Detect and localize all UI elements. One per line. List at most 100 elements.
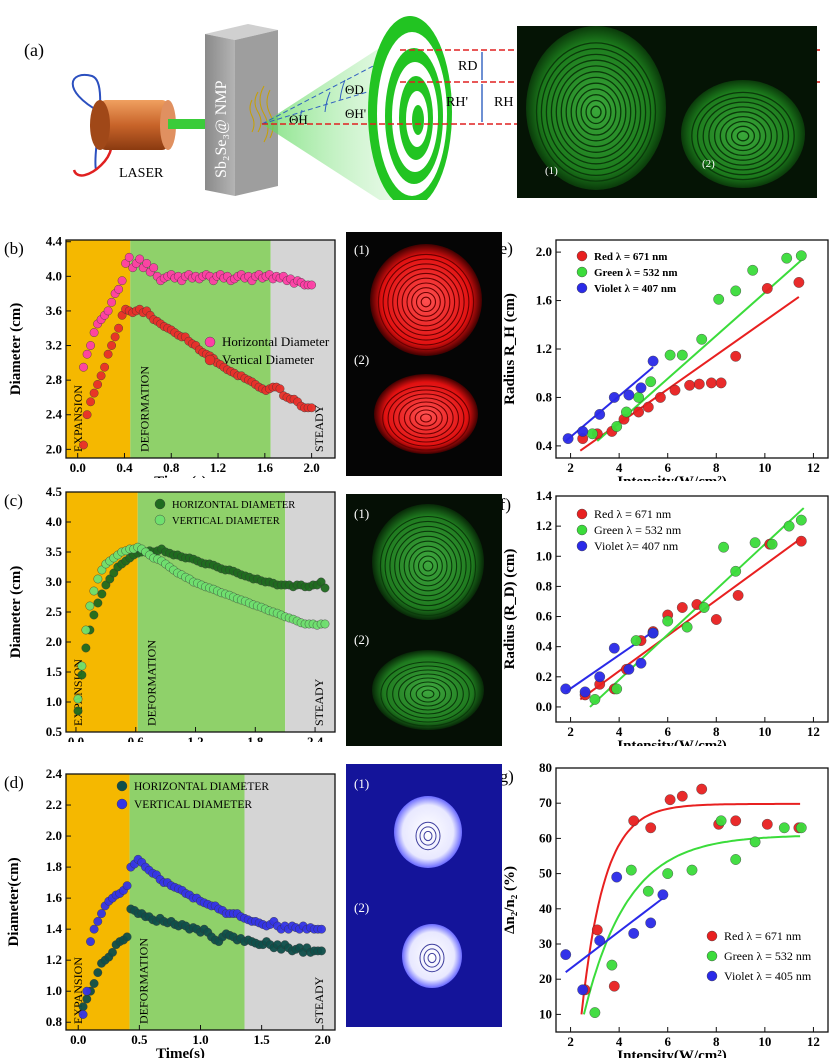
region-expansion — [66, 492, 138, 732]
y-axis-label: Diameter (cm) — [8, 566, 24, 659]
data-point — [676, 349, 688, 361]
x-tick-label: 0.0 — [70, 1032, 86, 1047]
y-tick-label: 1.8 — [46, 859, 63, 874]
fit-curve — [582, 835, 801, 1015]
region-label-deformation: DEFORMATION — [145, 640, 159, 726]
data-point — [560, 683, 572, 695]
data-point — [82, 410, 92, 420]
ring-line — [702, 101, 784, 171]
ring-line — [413, 550, 443, 582]
data-point — [577, 425, 589, 437]
ring-line — [719, 115, 767, 157]
y-tick-label: 0.8 — [536, 389, 553, 404]
x-tick-label: 1.2 — [187, 734, 203, 742]
photo-label-2: (2) — [702, 158, 715, 170]
data-point — [579, 686, 591, 698]
data-point — [117, 276, 127, 286]
y-tick-label: 1.6 — [536, 293, 553, 308]
data-point — [608, 391, 620, 403]
ring-line — [585, 99, 607, 125]
x-tick-label: 6 — [664, 724, 671, 739]
data-point — [110, 332, 120, 342]
plot-frame — [555, 495, 829, 723]
data-point — [560, 949, 572, 961]
x-tick-label: 8 — [713, 724, 720, 739]
data-point — [93, 916, 103, 926]
ring-line — [384, 520, 472, 612]
data-point — [662, 868, 674, 880]
data-point — [654, 391, 666, 403]
data-point — [747, 264, 759, 276]
y-tick-label: 2.0 — [46, 828, 62, 843]
x-tick-label: 2 — [567, 1034, 574, 1049]
data-point — [591, 924, 603, 936]
y-tick-label: 0.4 — [536, 438, 553, 453]
data-point — [81, 643, 91, 653]
data-point — [625, 864, 637, 876]
data-point — [664, 349, 676, 361]
panel-label-f: (f) — [502, 495, 511, 514]
data-point — [795, 514, 807, 526]
ring-line — [420, 296, 432, 308]
y-tick-label: 3.5 — [46, 544, 63, 559]
y-tick-label: 1.2 — [46, 952, 62, 967]
x-tick-label: 2.0 — [303, 460, 319, 475]
data-point — [79, 440, 88, 450]
data-point — [730, 285, 742, 297]
y-tick-label: 2.5 — [46, 604, 63, 619]
data-point — [77, 661, 87, 671]
cuvette-label: Sb₂Se₃@ NMP — [213, 80, 230, 178]
data-point — [645, 376, 657, 388]
ring-pattern — [368, 16, 452, 200]
data-point — [657, 889, 669, 901]
x-tick-label: 1.0 — [192, 1032, 208, 1047]
ring-line — [696, 96, 790, 176]
x-tick-label: 12 — [807, 724, 820, 739]
legend-label: Red λ = 671 nm — [594, 507, 672, 521]
data-point — [783, 520, 795, 532]
data-point — [73, 694, 83, 704]
y-tick-label: 1.0 — [46, 694, 62, 709]
y-tick-label: 2.8 — [46, 372, 63, 387]
panel-label-c: (c) — [4, 491, 23, 510]
x-tick-label: 2 — [567, 460, 574, 475]
data-point — [78, 1010, 88, 1019]
panel-label-a: (a) — [24, 40, 44, 61]
theta-d-label: ΘD — [345, 82, 364, 97]
ring-line — [408, 545, 448, 587]
region-label-steady: STEADY — [312, 678, 326, 726]
data-point — [761, 283, 773, 294]
data-point — [662, 615, 674, 627]
x-tick-label: 1.8 — [247, 734, 264, 742]
ring-line — [409, 405, 443, 431]
legend-label: VERTICAL DIAMETER — [134, 799, 252, 811]
y-tick-label: 0.2 — [536, 669, 552, 684]
green-ring-spot-2 — [681, 80, 805, 188]
ring-line — [417, 555, 439, 577]
ring-line — [421, 689, 435, 699]
x-tick-label: 10 — [758, 460, 771, 475]
legend-marker — [576, 508, 588, 520]
data-point — [93, 380, 103, 389]
y-tick-label: 4.4 — [46, 234, 63, 249]
region-deformation — [129, 774, 245, 1030]
data-point — [73, 706, 83, 716]
x-tick-label: 2.4 — [307, 734, 324, 742]
data-point — [781, 252, 793, 264]
x-tick-label: 1.6 — [257, 460, 274, 475]
data-point — [749, 537, 761, 549]
data-point — [317, 924, 326, 934]
ring-line — [419, 943, 445, 973]
data-point — [562, 433, 574, 445]
ring-line — [545, 53, 647, 171]
data-point — [630, 635, 642, 647]
data-point — [647, 627, 659, 639]
data-point — [577, 984, 589, 996]
data-point — [135, 254, 145, 264]
data-point — [681, 621, 693, 633]
plot-frame — [65, 239, 336, 459]
y-tick-label: 1.0 — [536, 548, 552, 563]
data-point — [594, 671, 606, 683]
data-point — [642, 885, 654, 897]
ring-line — [560, 71, 632, 153]
